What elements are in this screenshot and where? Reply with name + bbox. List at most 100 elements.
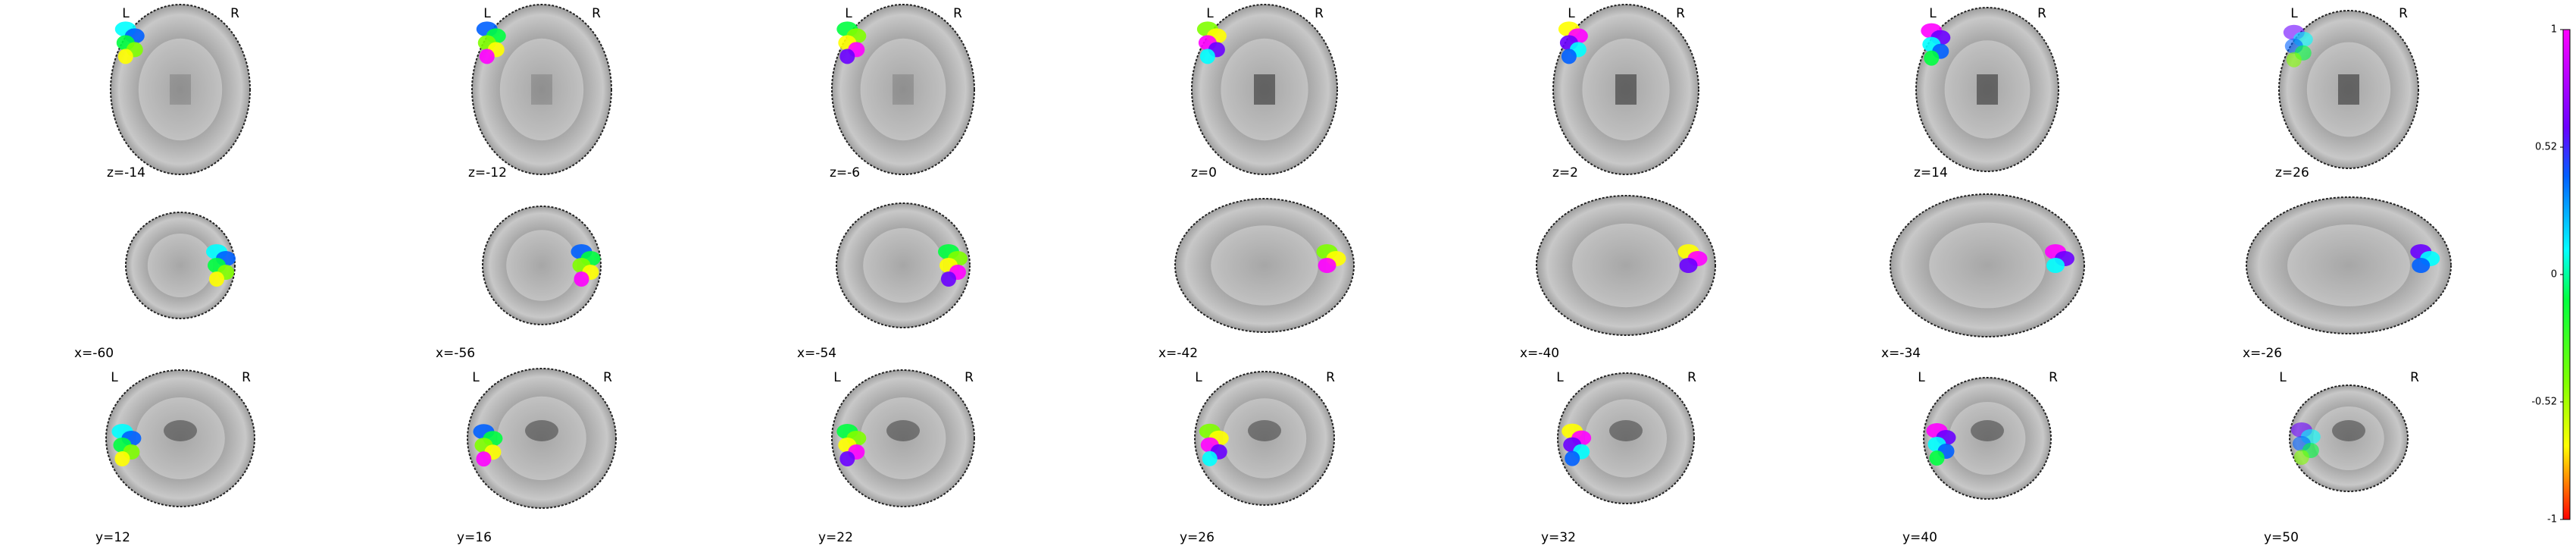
activation: [1929, 450, 1945, 466]
ventricle: [1248, 420, 1281, 441]
slice-label: y=16: [457, 530, 492, 545]
colorbar-tick-label: 0: [2551, 269, 2557, 281]
brain-slice: [1194, 371, 1335, 506]
left-marker: L: [1929, 6, 1937, 21]
right-marker: R: [2410, 370, 2419, 385]
right-marker: R: [953, 6, 962, 21]
slice-label: y=32: [1541, 530, 1576, 545]
activation: [2293, 450, 2309, 465]
right-marker: R: [1687, 370, 1696, 385]
brain-slice: [1915, 7, 2059, 172]
brain-slice: [836, 202, 971, 328]
colorbar-tick-label: 0.52: [2535, 142, 2557, 153]
right-marker: R: [1315, 6, 1324, 21]
activation: [117, 49, 133, 64]
brain-slice: [2278, 10, 2419, 169]
activation: [839, 451, 855, 466]
activation: [941, 271, 956, 287]
slice-label: z=-14: [107, 165, 145, 180]
ventricle: [2332, 420, 2365, 441]
left-marker: L: [833, 370, 841, 385]
white-matter: [2287, 224, 2410, 306]
left-marker: L: [483, 6, 491, 21]
activation: [1202, 450, 1218, 466]
slice-label: y=12: [95, 530, 130, 545]
brain-slice: [1536, 195, 1716, 336]
activation: [1679, 258, 1698, 273]
slice-label: x=-40: [1520, 346, 1559, 361]
slice-label: z=14: [1914, 165, 1948, 180]
activation: [476, 451, 492, 467]
brain-slice: [1557, 372, 1695, 504]
brain-slice: [105, 369, 255, 507]
slice-label: y=50: [2264, 530, 2299, 545]
brain-slice: [1191, 4, 1338, 175]
slice-label: y=22: [818, 530, 853, 545]
right-marker: R: [592, 6, 601, 21]
activation: [2046, 258, 2065, 273]
white-matter: [863, 228, 943, 303]
slice-label: z=-6: [830, 165, 860, 180]
slice-label: x=-54: [797, 346, 836, 361]
slice-label: y=26: [1180, 530, 1215, 545]
ventricle: [893, 74, 914, 105]
white-matter: [499, 38, 584, 141]
left-marker: L: [2290, 6, 2298, 21]
right-marker: R: [2049, 370, 2058, 385]
right-marker: R: [2399, 6, 2408, 21]
brain-slice: [1890, 193, 2085, 337]
white-matter: [860, 38, 946, 141]
brain-slice: [1552, 4, 1699, 175]
left-marker: L: [2279, 370, 2287, 385]
left-marker: L: [1195, 370, 1202, 385]
left-marker: L: [1918, 370, 1925, 385]
slice-label: z=0: [1191, 165, 1217, 180]
right-marker: R: [242, 370, 251, 385]
activation: [1924, 50, 1940, 66]
slice-label: x=-42: [1158, 346, 1198, 361]
white-matter: [1211, 225, 1318, 306]
slice-label: z=26: [2275, 165, 2309, 180]
slice-label: y=40: [1902, 530, 1937, 545]
colorbar: [2562, 29, 2571, 520]
slice-label: x=-56: [436, 346, 475, 361]
activation: [839, 49, 855, 64]
right-marker: R: [230, 6, 239, 21]
brain-slice: [471, 4, 612, 175]
ventricle: [1615, 74, 1637, 105]
colorbar-tick-label: -0.52: [2531, 396, 2557, 407]
activation: [1199, 49, 1215, 64]
left-marker: L: [1568, 6, 1575, 21]
left-marker: L: [1556, 370, 1564, 385]
white-matter: [138, 38, 223, 141]
left-marker: L: [472, 370, 480, 385]
slice-label: z=2: [1552, 165, 1578, 180]
brain-slice: [467, 368, 617, 509]
white-matter: [147, 234, 214, 297]
activation: [1565, 450, 1580, 466]
brain-slice: [125, 212, 236, 319]
right-marker: R: [1326, 370, 1335, 385]
left-marker: L: [1206, 6, 1214, 21]
ventricle: [531, 74, 552, 105]
brain-slice: [831, 369, 975, 507]
activation: [1318, 258, 1336, 273]
brain-slice: [110, 4, 251, 175]
brain-slice: [1923, 377, 2052, 500]
ventricle: [1977, 74, 1998, 105]
right-marker: R: [964, 370, 974, 385]
ventricle: [2338, 74, 2359, 105]
ventricle: [164, 420, 197, 441]
activation: [209, 271, 224, 287]
activation: [2412, 258, 2431, 273]
ventricle: [1971, 420, 2004, 441]
activation: [479, 49, 495, 64]
white-matter: [506, 230, 577, 301]
colorbar-tick-label: 1: [2551, 24, 2557, 36]
activation: [114, 451, 130, 466]
brain-slice: [2246, 196, 2452, 334]
activation: [2286, 52, 2302, 67]
ventricle: [886, 420, 920, 441]
left-marker: L: [122, 6, 130, 21]
